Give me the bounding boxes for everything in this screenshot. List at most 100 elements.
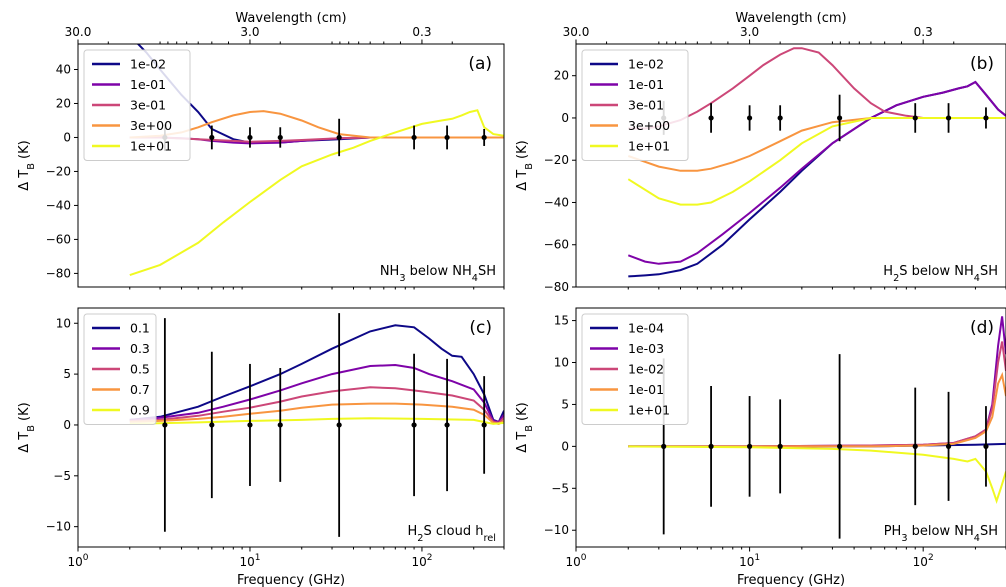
series-line-0.7 xyxy=(129,402,504,425)
data-point xyxy=(836,115,843,121)
y-tick-label: 0 xyxy=(63,130,71,144)
panel-label: (a) xyxy=(468,54,492,74)
data-point xyxy=(983,443,989,449)
legend-entry: 0.3 xyxy=(130,341,150,356)
x-tick-label: 101 xyxy=(239,553,260,569)
series-line-0.3 xyxy=(129,363,504,423)
data-point xyxy=(983,115,989,121)
legend-entry: 1e-02 xyxy=(628,362,664,377)
y-tick-label: 10 xyxy=(554,356,569,370)
y-tick-label: −20 xyxy=(46,164,71,178)
data-point xyxy=(777,443,783,449)
top-tick-label: 0.3 xyxy=(412,25,431,39)
legend: 1e-02 1e-01 3e-01 3e+00 1e+01 xyxy=(83,49,191,161)
y-tick-label: 40 xyxy=(56,62,71,76)
series-group xyxy=(129,313,504,537)
series-line-0.5 xyxy=(129,386,504,424)
top-tick-label: 0.3 xyxy=(914,25,933,39)
legend-entry: 1e+01 xyxy=(628,139,670,154)
y-tick-label: −20 xyxy=(544,153,569,167)
y-tick-label: 5 xyxy=(63,367,71,381)
y-axis-label: Δ TB (K) xyxy=(515,402,535,452)
plot-frame xyxy=(575,307,1006,548)
top-tick-label: 30.0 xyxy=(563,25,590,39)
data-point xyxy=(411,134,417,141)
y-tick-label: −40 xyxy=(544,195,569,209)
legend-entry: 1e-02 xyxy=(130,57,166,72)
legend-entry: 3e-01 xyxy=(628,98,664,113)
y-tick-label: −80 xyxy=(46,266,71,280)
series-line-1e+01 xyxy=(627,117,1006,206)
data-point xyxy=(912,443,918,449)
data-point xyxy=(209,422,215,428)
data-point xyxy=(481,422,487,428)
y-tick-label: −10 xyxy=(46,520,71,534)
legend-entry: 0.9 xyxy=(130,403,150,418)
panel-label: (c) xyxy=(469,318,492,338)
data-point xyxy=(708,443,714,449)
y-tick-label: 20 xyxy=(56,96,71,110)
y-axis-label: Δ TB (K) xyxy=(515,140,535,190)
plot-frame xyxy=(77,307,505,548)
y-tick-label: −5 xyxy=(551,481,569,495)
legend-entry: 1e-04 xyxy=(628,321,664,336)
data-point xyxy=(411,422,417,428)
panel-2: −10 −5 0 5 10 Δ TB (K) 100 101 102 Frequency (GHz… xyxy=(17,307,505,587)
x-axis-label: Frequency (GHz) xyxy=(737,573,845,587)
data-point xyxy=(444,134,450,141)
data-point xyxy=(945,443,952,449)
legend-entry: 1e-01 xyxy=(628,382,664,397)
y-tick-label: −10 xyxy=(544,523,569,537)
legend-entry: 1e-03 xyxy=(628,341,664,356)
y-tick-label: 0 xyxy=(561,111,569,125)
panel-label: (b) xyxy=(970,54,994,74)
series-line-1e-01 xyxy=(627,80,1006,265)
y-tick-label: 10 xyxy=(56,316,71,330)
data-point xyxy=(444,422,450,428)
y-tick-label: −5 xyxy=(53,469,71,483)
top-axis-label: Wavelength (cm) xyxy=(235,11,346,26)
data-point xyxy=(247,422,253,428)
legend-entry: 0.1 xyxy=(130,321,150,336)
top-axis-label: Wavelength (cm) xyxy=(735,11,846,26)
y-axis-label: Δ TB (K) xyxy=(17,402,37,452)
legend: 1e-04 1e-03 1e-02 1e-01 1e+01 xyxy=(581,313,689,425)
data-point xyxy=(162,422,168,428)
data-point xyxy=(336,134,342,141)
legend-entry: 1e+01 xyxy=(628,403,670,418)
data-point xyxy=(777,115,783,121)
x-tick-label: 100 xyxy=(67,553,88,569)
top-tick-label: 3.0 xyxy=(740,25,759,39)
panel-annotation: H2S below NH4SH xyxy=(883,264,998,284)
legend-box xyxy=(581,313,689,425)
legend: 1e-02 1e-01 3e-01 3e+00 1e+01 xyxy=(581,49,689,161)
data-point xyxy=(661,443,667,449)
plot-frame xyxy=(77,43,505,288)
legend-entry: 1e+01 xyxy=(130,139,172,154)
plot-frame xyxy=(575,43,1006,288)
data-point xyxy=(746,115,753,121)
legend-entry: 3e-01 xyxy=(130,98,166,113)
x-tick-label: 100 xyxy=(565,553,586,569)
x-tick-label: 102 xyxy=(913,553,934,569)
data-point xyxy=(247,134,253,141)
x-tick-label: 101 xyxy=(739,553,760,569)
legend-entry: 3e+00 xyxy=(628,118,670,133)
panel-annotation: NH3 below NH4SH xyxy=(380,264,496,284)
y-tick-label: 0 xyxy=(561,439,569,453)
top-tick-label: 30.0 xyxy=(65,25,92,39)
x-axis-label: Frequency (GHz) xyxy=(237,573,345,587)
legend-entry: 1e-01 xyxy=(628,77,664,92)
y-tick-label: −40 xyxy=(46,198,71,212)
legend-entry: 1e-02 xyxy=(628,57,664,72)
series-line-1e+01 xyxy=(129,109,504,277)
legend: 0.1 0.3 0.5 0.7 0.9 xyxy=(83,313,157,425)
data-point xyxy=(209,134,215,141)
y-tick-label: 15 xyxy=(554,314,569,328)
y-tick-label: 0 xyxy=(63,418,71,432)
data-point xyxy=(836,443,843,449)
data-point xyxy=(746,443,753,449)
data-point xyxy=(277,422,283,428)
panel-annotation: PH3 below NH4SH xyxy=(884,524,998,544)
